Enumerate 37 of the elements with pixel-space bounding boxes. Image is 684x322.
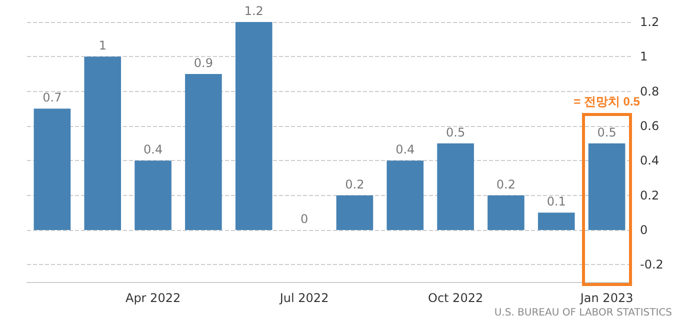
bar (134, 160, 172, 230)
data-label: 0.9 (194, 56, 214, 70)
annotation: = 전망치 0.5 (574, 94, 640, 108)
bar (84, 56, 122, 230)
bar (386, 160, 424, 230)
data-label: 0.5 (597, 125, 616, 140)
bar (588, 143, 626, 230)
data-label: 0.7 (42, 90, 62, 105)
x-tick-label: Apr 2022 (125, 291, 181, 305)
x-tick-label: Oct 2022 (428, 291, 484, 305)
data-label: 0 (300, 212, 308, 226)
data-label: 0.4 (143, 142, 163, 157)
data-label: 0.5 (446, 125, 466, 140)
y-tick-label: 0 (640, 223, 648, 237)
data-label: 1 (98, 38, 106, 53)
bar (488, 195, 524, 230)
bar (437, 143, 474, 230)
x-tick-label: Jan 2023 (579, 291, 634, 305)
bar (235, 22, 272, 230)
data-label: 1.2 (244, 4, 264, 18)
bar (538, 212, 575, 230)
data-label: 0.1 (546, 194, 566, 209)
y-tick-label: 0.6 (640, 119, 660, 133)
bar (185, 74, 222, 230)
data-label: 0.2 (345, 177, 364, 192)
bar (336, 195, 374, 230)
y-tick-label: 0.8 (640, 84, 660, 98)
y-tick-label: 1 (640, 50, 648, 64)
data-label: 0.4 (396, 142, 415, 157)
y-tick-label: 0.2 (640, 188, 660, 202)
y-tick-label: 1.2 (640, 15, 660, 29)
x-tick-label: Jul 2022 (278, 291, 329, 305)
text: U.S. BUREAU OF LABOR STATISTICS (494, 308, 672, 318)
y-tick-label: 0.4 (640, 154, 660, 168)
y-tick-label: -0.2 (640, 258, 664, 272)
bar (34, 108, 71, 230)
data-label: 0.2 (496, 177, 516, 192)
